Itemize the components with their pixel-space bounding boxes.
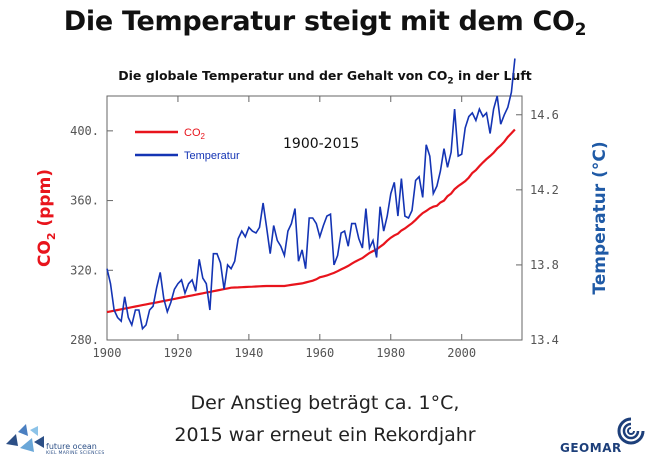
co2-series-line <box>106 128 516 314</box>
chart-subtitle-subscript: 2 <box>447 76 454 87</box>
right-y-tick-label: 14.2 <box>530 183 559 197</box>
geomar-logo: GEOMAR <box>560 416 648 460</box>
left-y-tick-label: 280. <box>70 333 99 347</box>
legend-co2-label: CO2 <box>184 127 206 141</box>
future-ocean-logo: future ocean KIEL MARINE SCIENCES <box>4 418 134 458</box>
left-y-tick-label: 320. <box>70 263 99 277</box>
legend: CO2 Temperatur <box>135 127 240 162</box>
right-axis-label: Temperatur (°C) <box>590 141 610 294</box>
left-axis-label-unit: (ppm) <box>35 169 55 233</box>
co2-temperature-chart: 1900 1920 1940 1960 1980 2000 280. 320. 360. 400.… <box>35 58 610 360</box>
x-tick-label: 1960 <box>305 346 334 360</box>
x-tick-label: 1920 <box>163 346 192 360</box>
geomar-logo-text: GEOMAR <box>560 441 622 455</box>
caption-line-2: 2015 war erneut ein Rekordjahr <box>174 424 476 446</box>
legend-temperature-label: Temperatur <box>184 150 240 162</box>
slide-title-subscript: 2 <box>574 20 587 40</box>
left-y-tick-label: 360. <box>70 194 99 208</box>
right-y-tick-label: 13.4 <box>530 333 559 347</box>
x-tick-label: 1900 <box>93 346 122 360</box>
future-ocean-logo-text: future ocean <box>46 442 97 451</box>
slide-title: Die Temperatur steigt mit dem CO2 <box>0 6 650 40</box>
future-ocean-logo-subtext: KIEL MARINE SCIENCES <box>46 451 105 456</box>
left-axis-label: CO2 (ppm) <box>35 169 58 267</box>
left-axis-label-text: CO <box>35 240 55 267</box>
plot-frame <box>106 95 523 341</box>
temperature-series-line <box>106 58 516 331</box>
left-y-tick-label: 400. <box>70 124 99 138</box>
slide-title-text: Die Temperatur steigt mit dem CO <box>63 6 575 37</box>
geomar-wave-icon <box>617 417 645 445</box>
period-label: 1900-2015 <box>283 136 359 152</box>
legend-co2-subscript: 2 <box>201 132 206 141</box>
left-axis-label-subscript: 2 <box>45 232 58 240</box>
x-tick-label: 1980 <box>376 346 405 360</box>
future-ocean-logo-icon <box>6 424 44 452</box>
x-tick-label: 2000 <box>447 346 476 360</box>
right-y-tick-label: 14.6 <box>530 108 559 122</box>
x-tick-label: 1940 <box>234 346 263 360</box>
chart-subtitle-text: Die globale Temperatur und der Gehalt vo… <box>118 68 448 83</box>
caption-line-1: Der Anstieg beträgt ca. 1°C, <box>190 392 460 414</box>
right-y-tick-label: 13.8 <box>530 258 559 272</box>
legend-co2-name: CO <box>184 127 201 139</box>
tick-labels: 1900 1920 1940 1960 1980 2000 280. 320. 360. 400.… <box>70 108 559 360</box>
axis-ticks <box>106 96 522 341</box>
